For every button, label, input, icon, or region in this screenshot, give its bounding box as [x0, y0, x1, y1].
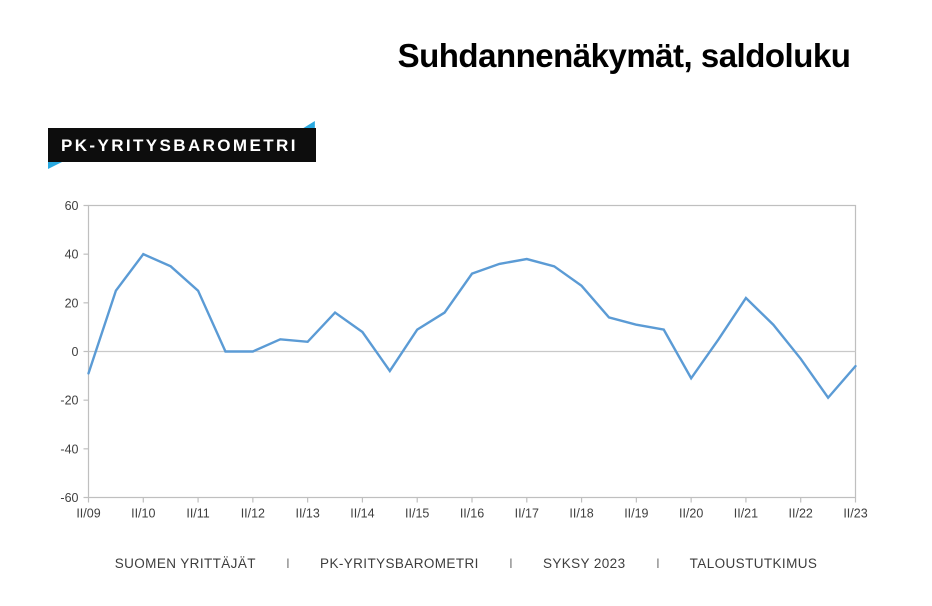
y-axis-label: -40 — [60, 442, 78, 456]
x-axis-label: II/15 — [405, 507, 429, 521]
badge-label: PK-YRITYSBAROMETRI — [48, 128, 316, 162]
x-axis-label: II/14 — [350, 507, 374, 521]
x-axis-label: II/19 — [624, 507, 648, 521]
x-axis-label: II/12 — [241, 507, 265, 521]
page-title: Suhdannenäkymät, saldoluku — [397, 37, 851, 74]
x-axis-label: II/22 — [789, 507, 813, 521]
barometer-badge: PK-YRITYSBAROMETRI — [48, 121, 316, 169]
y-axis-label: -60 — [60, 491, 78, 505]
badge-bottom-left-accent — [48, 161, 64, 169]
x-axis-label: II/13 — [295, 507, 319, 521]
footer-item-season: SYKSY 2023 — [542, 556, 626, 571]
y-axis-label: 40 — [65, 248, 79, 262]
y-axis-label: -20 — [60, 394, 78, 408]
footer: SUOMEN YRITTÄJÄT I PK-YRITYSBAROMETRI I … — [0, 556, 932, 571]
footer-separator: I — [286, 556, 290, 571]
footer-item-report: PK-YRITYSBAROMETRI — [320, 556, 479, 571]
x-axis-label: II/11 — [186, 507, 209, 521]
footer-separator: I — [509, 556, 513, 571]
y-axis-label: 20 — [65, 296, 79, 310]
series-line — [87, 252, 857, 400]
footer-item-publisher: SUOMEN YRITTÄJÄT — [114, 556, 256, 571]
y-axis-label: 0 — [72, 345, 79, 359]
x-axis-label: II/18 — [569, 507, 593, 521]
y-axis-label: 60 — [65, 199, 79, 213]
footer-separator: I — [656, 556, 660, 571]
x-axis-label: II/10 — [131, 507, 155, 521]
x-axis-label: II/09 — [76, 507, 100, 521]
x-axis-label: II/17 — [515, 507, 539, 521]
badge-top-right-accent — [301, 121, 315, 129]
footer-item-research: TALOUSTUTKIMUS — [689, 556, 818, 571]
x-axis-label: II/23 — [843, 507, 867, 521]
x-axis-label: II/21 — [734, 507, 758, 521]
x-axis-label: II/20 — [679, 507, 703, 521]
x-axis-label: II/16 — [460, 507, 484, 521]
